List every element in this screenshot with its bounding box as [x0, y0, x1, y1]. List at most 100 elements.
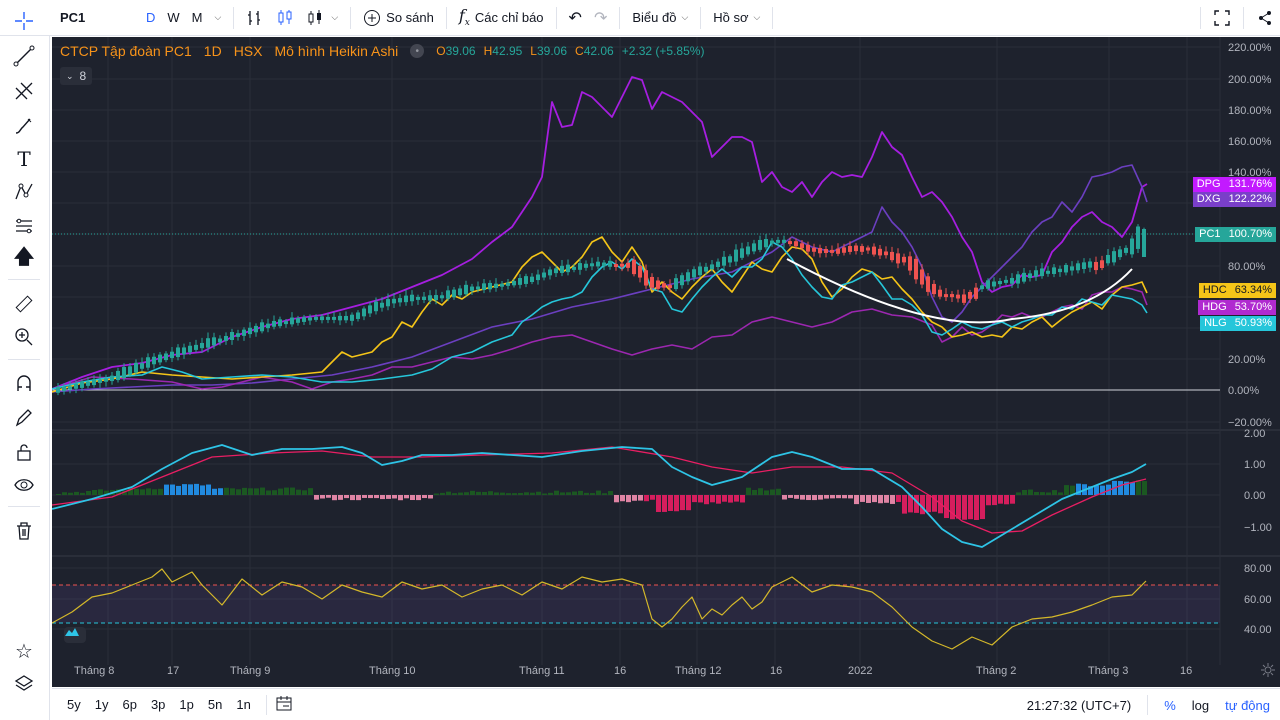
ha-candle	[716, 261, 720, 267]
range-3m[interactable]: 3p	[150, 697, 166, 712]
indicators-collapse-button[interactable]: ⌄ 8	[60, 67, 93, 85]
ha-candle	[758, 239, 762, 250]
ha-candle	[266, 323, 270, 329]
brush-tool[interactable]	[10, 112, 38, 140]
goto-date-icon[interactable]	[275, 694, 293, 715]
bar-style-icon[interactable]	[240, 3, 270, 33]
profile-menu-button[interactable]: Hồ sơ ⌵	[713, 10, 761, 25]
symbol-tag-name: HDC	[1198, 283, 1231, 298]
ha-candle	[956, 294, 960, 299]
zoom-tool[interactable]	[10, 323, 38, 351]
scale-logo-icon[interactable]	[64, 627, 86, 643]
change-value: +2.32 (+5.85%)	[621, 44, 705, 58]
macd-histogram-bar	[224, 487, 229, 495]
stay-drawing-tool[interactable]	[10, 404, 38, 432]
symbol-tag-dxg[interactable]: DXG 122.22%	[1192, 192, 1276, 207]
ha-candle	[164, 353, 168, 361]
percent-scale-button[interactable]: %	[1164, 697, 1176, 713]
macd-histogram-bar	[476, 491, 481, 495]
symbol-tag-pc1[interactable]: PC1 100.70%	[1195, 227, 1276, 242]
range-5y[interactable]: 5y	[67, 697, 81, 712]
divider	[445, 6, 447, 29]
range-1y[interactable]: 1y	[94, 697, 109, 712]
symbol-tag-nlg[interactable]: NLG 50.93%	[1200, 316, 1276, 331]
interval-dropdown-icon[interactable]: ⌵	[214, 12, 222, 22]
top-toolbar: PC1 D W M ⌵ ⌵ So sánh fx Các chỉ báo ↶ ↷	[0, 0, 1280, 36]
text-tool[interactable]: T	[10, 145, 38, 173]
watchlist-tool[interactable]: ☆	[10, 637, 38, 665]
price-axis-label: 20.00%	[1228, 354, 1266, 366]
dpg-series-line	[52, 76, 1148, 390]
range-6m[interactable]: 6p	[122, 697, 137, 712]
macd-axis-label: 2.00	[1244, 428, 1265, 440]
range-1d[interactable]: 1n	[236, 697, 251, 712]
macd-histogram-bar	[302, 490, 307, 495]
remove-drawings-tool[interactable]	[10, 517, 38, 545]
macd-histogram-bar	[1094, 485, 1099, 495]
clock-time[interactable]: 21:27:32 (UTC+7)	[1026, 697, 1132, 713]
divider	[350, 6, 352, 29]
range-5d[interactable]: 5n	[207, 697, 223, 712]
arrow-tool[interactable]: 🡅	[10, 245, 38, 273]
chart-canvas[interactable]: 220.00%200.00%180.00%160.00%140.00%80.00…	[52, 37, 1280, 687]
chart-area[interactable]: 220.00% 200.00% 180.00% 160.00% 140.00% 80.00…	[52, 37, 1280, 687]
redo-button[interactable]: ↷	[588, 3, 613, 33]
close-value: 42.06	[583, 44, 614, 58]
pattern-tool[interactable]	[10, 178, 38, 206]
symbol-tag-hdg[interactable]: HDG 53.70%	[1198, 300, 1276, 315]
symbol-tag-dpg[interactable]: DPG 131.76%	[1192, 177, 1276, 192]
ha-candle	[392, 298, 396, 304]
macd-histogram-bar	[1046, 492, 1051, 495]
ha-candle	[692, 269, 696, 278]
fullscreen-button[interactable]	[1207, 3, 1237, 33]
macd-histogram-bar	[956, 495, 961, 519]
macd-histogram-bar	[632, 495, 637, 501]
undo-button[interactable]: ↶	[563, 3, 588, 33]
ha-candle	[842, 247, 846, 253]
interval-m-button[interactable]: M	[191, 10, 203, 25]
interval-w-button[interactable]: W	[167, 10, 180, 25]
macd-histogram-bar	[86, 490, 91, 495]
macd-histogram-bar	[758, 488, 763, 495]
range-1m[interactable]: 1p	[179, 697, 194, 712]
price-axis-label: 200.00%	[1228, 74, 1272, 86]
macd-histogram-bar	[914, 495, 919, 513]
auto-scale-button[interactable]: tự động	[1225, 697, 1270, 713]
interval-d-button[interactable]: D	[146, 10, 156, 25]
trend-line-tool[interactable]	[10, 42, 38, 70]
macd-histogram-bar	[398, 495, 403, 501]
lock-tool[interactable]	[10, 438, 38, 466]
macd-histogram-bar	[410, 495, 415, 501]
symbol-search-button[interactable]: PC1	[60, 10, 86, 25]
candles-style-icon[interactable]	[270, 3, 300, 33]
symbol-tag-hdc[interactable]: HDC 63.34%	[1198, 283, 1276, 298]
ruler-tool[interactable]	[10, 290, 38, 318]
time-axis-label: Tháng 8	[74, 665, 114, 677]
magnet-tool[interactable]	[10, 370, 38, 398]
share-icon	[1259, 11, 1271, 25]
compare-button[interactable]: So sánh	[357, 3, 440, 33]
ha-candle	[896, 253, 900, 264]
macd-histogram-bar	[404, 495, 409, 499]
ha-candle	[884, 251, 888, 256]
rsi-axis-label: 60.00	[1244, 594, 1272, 606]
crosshair-tool[interactable]	[10, 7, 38, 35]
heikin-ashi-style-icon[interactable]: ⌵	[300, 3, 344, 33]
gann-fib-tool[interactable]	[10, 77, 38, 105]
macd-histogram-bar	[230, 488, 235, 495]
chevron-down-icon: ⌵	[753, 12, 761, 22]
time-axis-label: Tháng 9	[230, 665, 270, 677]
prediction-tool[interactable]	[10, 212, 38, 240]
log-scale-button[interactable]: log	[1191, 697, 1210, 713]
ha-candle	[314, 316, 318, 320]
object-tree-tool[interactable]	[10, 670, 38, 698]
ha-candle	[422, 296, 426, 300]
symbol-tag-value: 50.93%	[1230, 316, 1276, 331]
indicators-button[interactable]: fx Các chỉ báo	[458, 6, 544, 29]
share-button[interactable]	[1250, 3, 1280, 33]
chart-menu-button[interactable]: Biểu đồ ⌵	[632, 10, 689, 25]
legend-status-icon[interactable]: •	[410, 44, 425, 58]
ha-candle	[254, 325, 258, 333]
ha-candle	[890, 251, 894, 261]
visibility-tool[interactable]	[10, 471, 38, 499]
